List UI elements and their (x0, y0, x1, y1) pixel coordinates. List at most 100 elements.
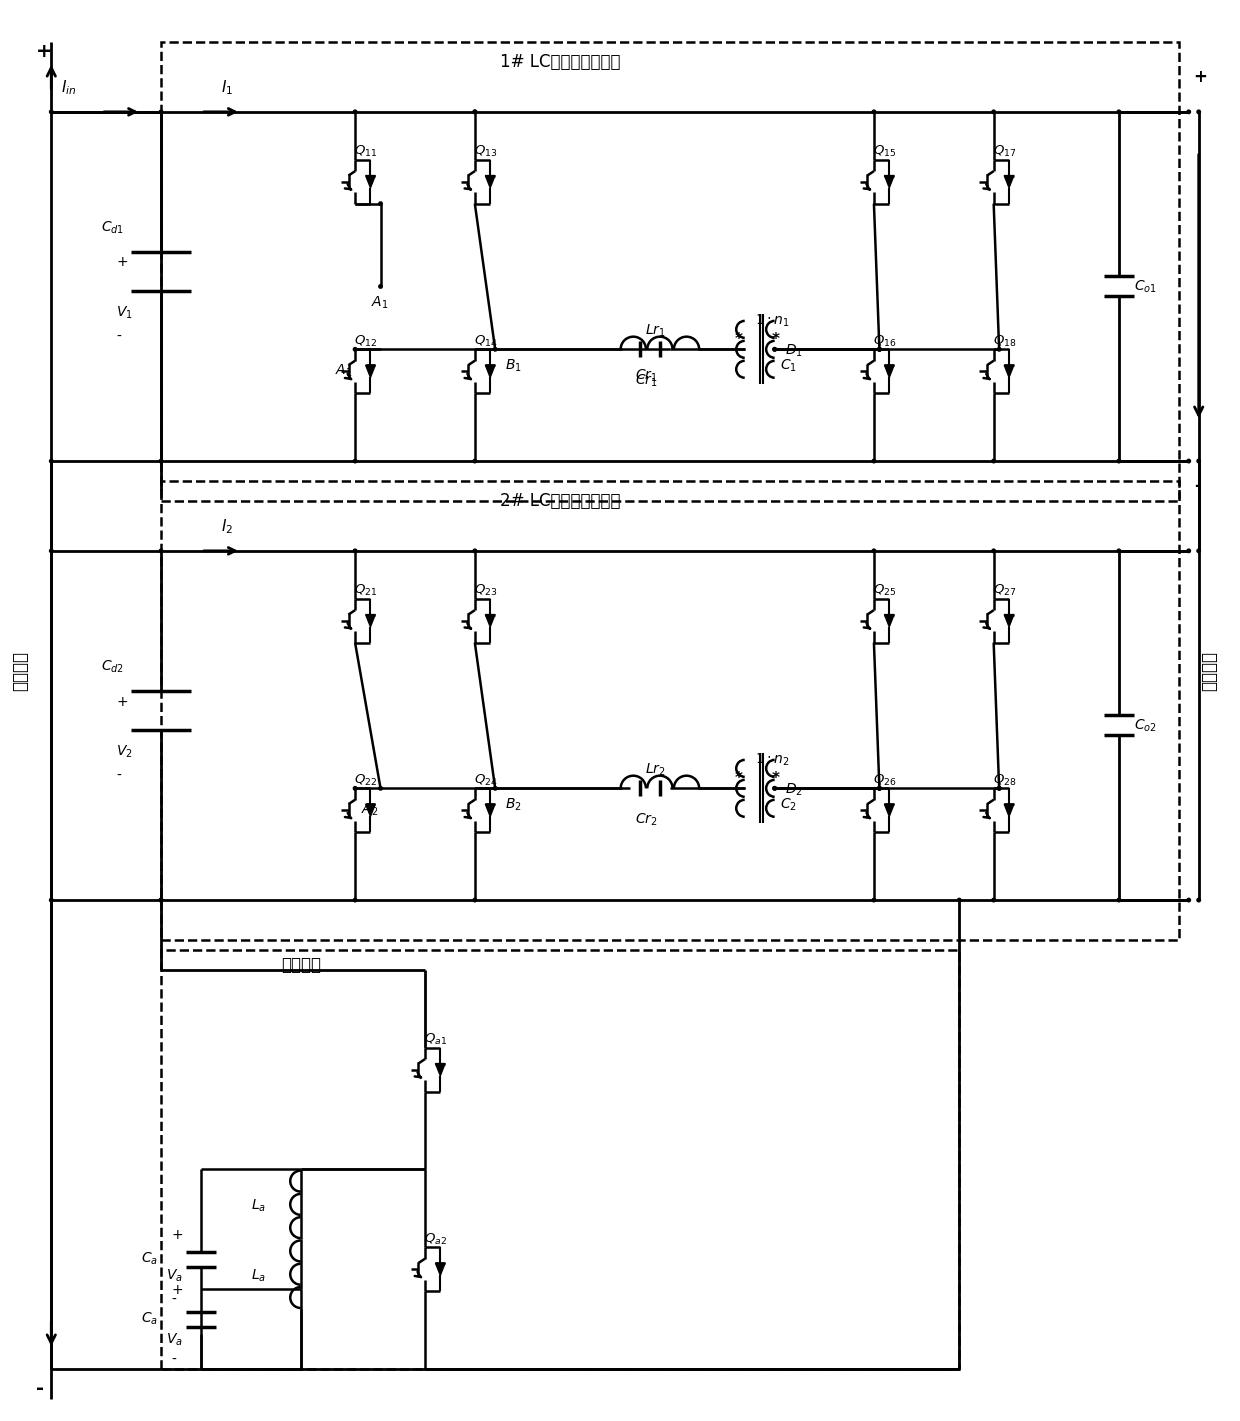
Text: $Q_{25}$: $Q_{25}$ (873, 584, 897, 598)
Circle shape (997, 787, 1001, 790)
Text: +: + (36, 43, 53, 61)
Circle shape (159, 459, 162, 463)
Polygon shape (366, 176, 376, 188)
Text: -: - (171, 1353, 176, 1367)
Circle shape (494, 787, 497, 790)
Circle shape (353, 348, 357, 351)
Circle shape (878, 787, 882, 790)
Text: 2# LC谐振变换器模块: 2# LC谐振变换器模块 (500, 492, 621, 510)
Text: +: + (171, 1228, 182, 1242)
Circle shape (878, 787, 882, 790)
Text: -: - (117, 330, 122, 344)
Circle shape (474, 109, 476, 114)
Text: $C_{o1}$: $C_{o1}$ (1133, 279, 1157, 294)
Text: -: - (117, 769, 122, 783)
Text: $Q_{28}$: $Q_{28}$ (992, 773, 1016, 789)
Circle shape (159, 898, 162, 902)
Circle shape (1117, 109, 1121, 114)
Text: $D_2$: $D_2$ (785, 782, 802, 797)
Text: $B_2$: $B_2$ (505, 796, 522, 813)
Circle shape (997, 348, 1001, 351)
Text: -: - (36, 1380, 45, 1398)
Text: +: + (1194, 68, 1208, 85)
Circle shape (159, 898, 162, 902)
Text: $Cr_1$: $Cr_1$ (635, 367, 657, 384)
Text: $L_a$: $L_a$ (250, 1268, 265, 1283)
Circle shape (50, 549, 53, 553)
Polygon shape (1004, 614, 1014, 627)
Circle shape (1197, 549, 1200, 553)
Circle shape (1187, 549, 1190, 553)
Text: $C_2$: $C_2$ (780, 796, 796, 813)
Circle shape (474, 549, 476, 553)
Circle shape (1197, 109, 1200, 114)
Circle shape (1197, 898, 1200, 902)
Text: $I_1$: $I_1$ (221, 78, 233, 97)
Circle shape (353, 898, 357, 902)
Circle shape (353, 459, 357, 463)
Text: $Cr_1$: $Cr_1$ (635, 372, 657, 388)
Text: $Q_{14}$: $Q_{14}$ (474, 334, 497, 350)
Circle shape (378, 284, 382, 288)
Polygon shape (884, 614, 894, 627)
Circle shape (50, 898, 53, 902)
Circle shape (474, 109, 476, 114)
Text: $C_a$: $C_a$ (141, 1250, 157, 1268)
Text: $I_2$: $I_2$ (221, 517, 233, 536)
Text: $1:n_2$: $1:n_2$ (755, 752, 790, 767)
Circle shape (878, 348, 882, 351)
Polygon shape (1004, 176, 1014, 188)
Circle shape (353, 549, 357, 553)
Circle shape (997, 787, 1001, 790)
Circle shape (159, 109, 162, 114)
Circle shape (773, 787, 776, 790)
Bar (161, 482, 1179, 939)
Circle shape (474, 898, 476, 902)
Text: $D_1$: $D_1$ (785, 342, 802, 358)
Text: $L_a$: $L_a$ (250, 1198, 265, 1214)
Circle shape (992, 549, 996, 553)
Bar (161, 43, 1179, 502)
Text: $C_{d2}$: $C_{d2}$ (102, 658, 124, 675)
Polygon shape (884, 804, 894, 817)
Text: $Q_{a1}$: $Q_{a1}$ (424, 1032, 446, 1047)
Text: *: * (771, 333, 780, 347)
Polygon shape (1004, 804, 1014, 817)
Polygon shape (884, 365, 894, 378)
Circle shape (378, 202, 382, 206)
Text: $V_a$: $V_a$ (166, 1268, 182, 1283)
Circle shape (992, 459, 996, 463)
Circle shape (1187, 109, 1190, 114)
Text: 低压直流: 低压直流 (1199, 651, 1218, 691)
Polygon shape (884, 176, 894, 188)
Text: +: + (171, 1283, 182, 1297)
Bar (161, 951, 960, 1368)
Text: $Q_{13}$: $Q_{13}$ (474, 145, 497, 159)
Circle shape (353, 109, 357, 114)
Polygon shape (485, 804, 495, 817)
Circle shape (872, 459, 875, 463)
Circle shape (1197, 459, 1200, 463)
Circle shape (872, 549, 875, 553)
Circle shape (773, 787, 776, 790)
Text: $Q_{18}$: $Q_{18}$ (992, 334, 1016, 350)
Text: $V_2$: $V_2$ (117, 743, 133, 760)
Text: $Q_{21}$: $Q_{21}$ (353, 584, 377, 598)
Text: -: - (1194, 477, 1200, 495)
Text: $Lr_1$: $Lr_1$ (645, 323, 666, 338)
Circle shape (1117, 549, 1121, 553)
Text: $A_1$: $A_1$ (335, 362, 352, 378)
Text: $B_1$: $B_1$ (505, 357, 522, 374)
Text: 辅助桥臂: 辅助桥臂 (280, 956, 321, 973)
Polygon shape (485, 614, 495, 627)
Circle shape (353, 787, 357, 790)
Circle shape (1187, 898, 1190, 902)
Circle shape (878, 787, 882, 790)
Text: $I_{in}$: $I_{in}$ (61, 78, 77, 97)
Circle shape (1117, 898, 1121, 902)
Text: $C_1$: $C_1$ (780, 357, 796, 374)
Circle shape (494, 348, 497, 351)
Circle shape (992, 898, 996, 902)
Circle shape (872, 109, 875, 114)
Polygon shape (485, 176, 495, 188)
